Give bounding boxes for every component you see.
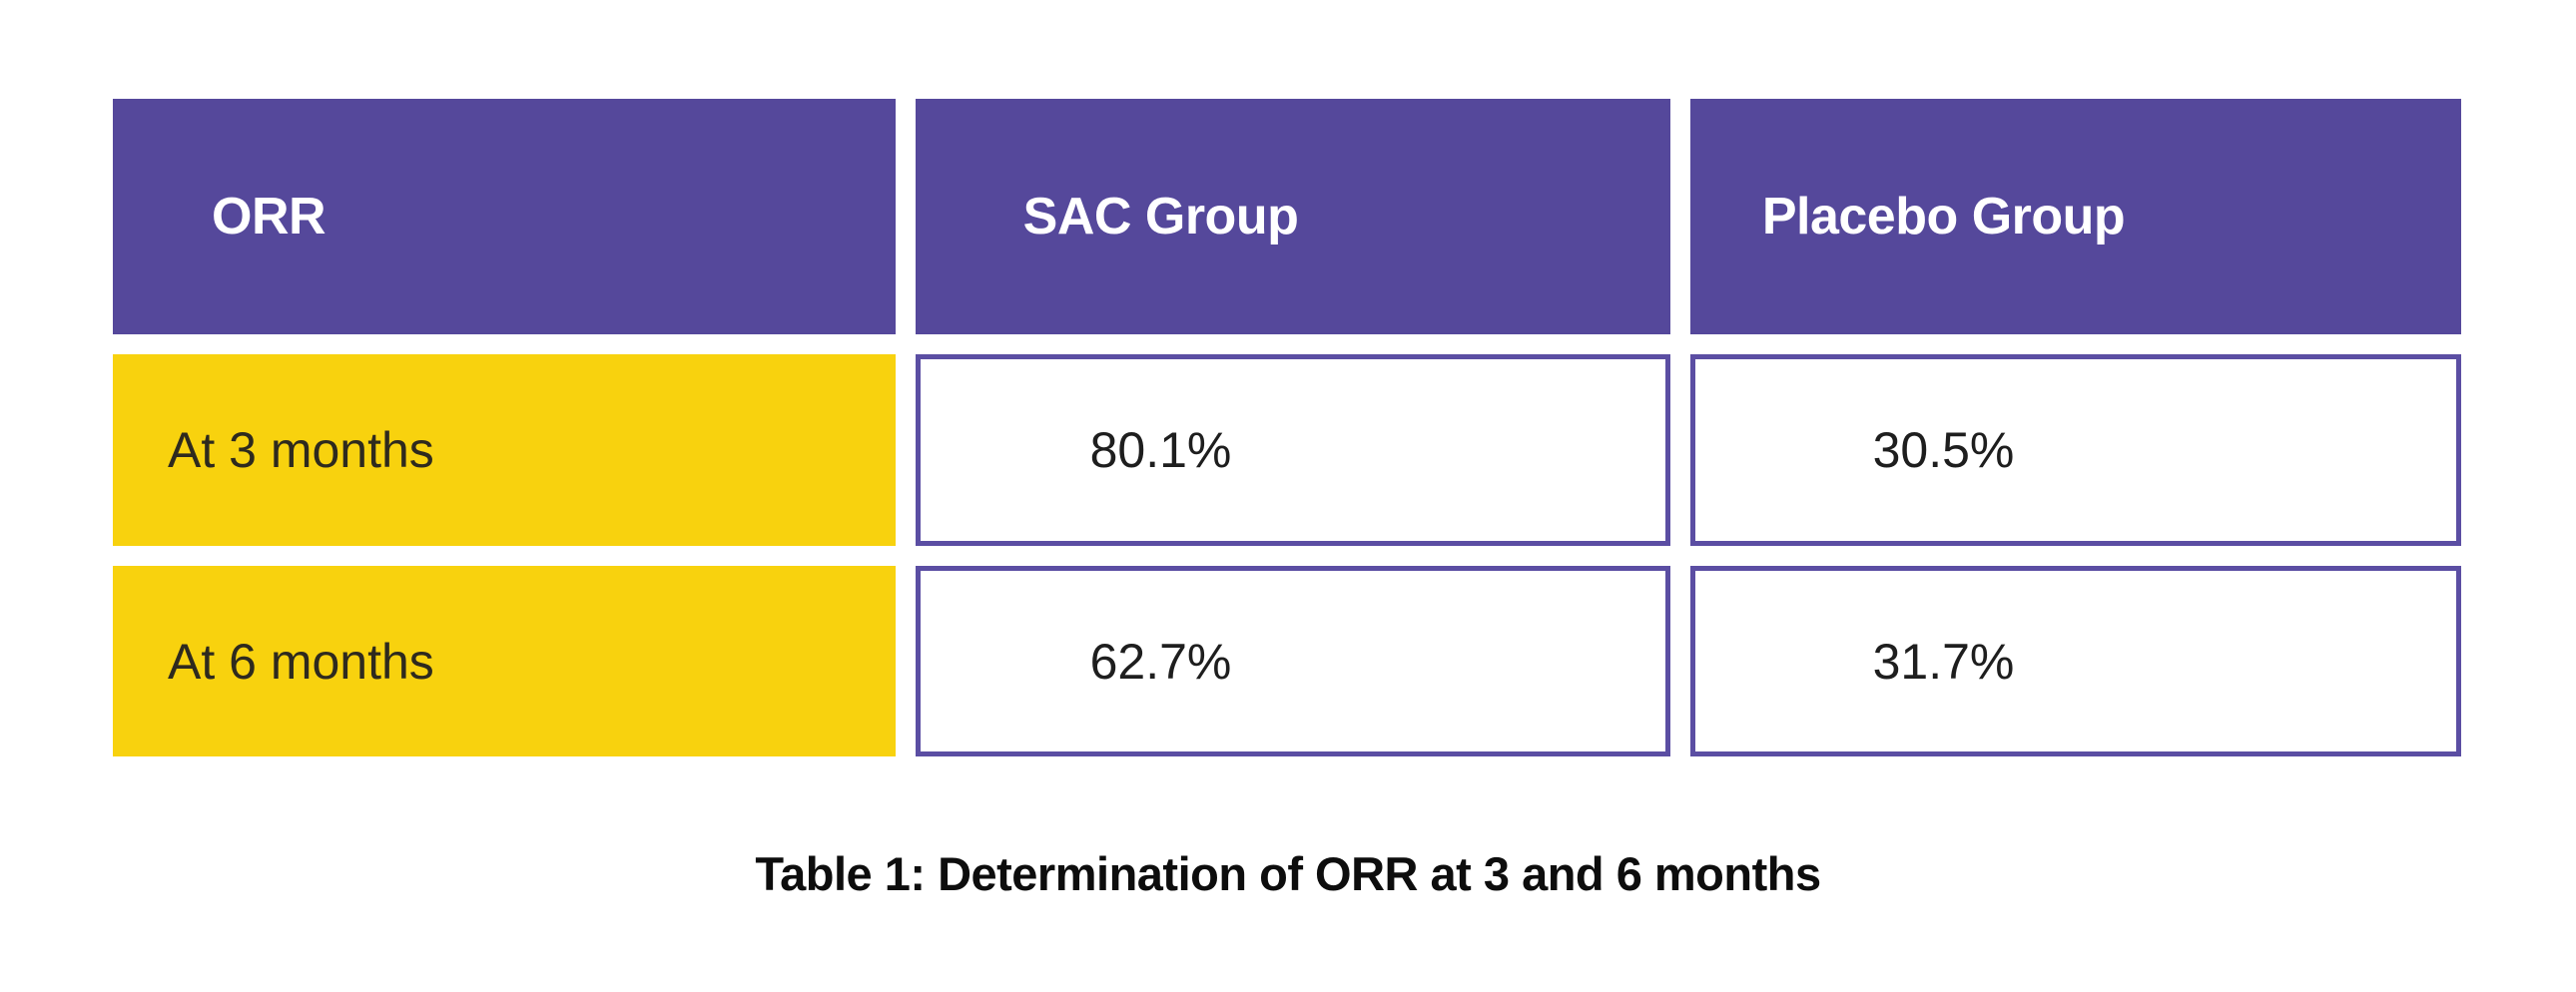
value-sac-at-6-months: 62.7% (916, 566, 1670, 756)
value-placebo-at-3-months: 30.5% (1690, 354, 2461, 546)
header-cell-placebo-group: Placebo Group (1690, 99, 2461, 334)
header-cell-orr: ORR (113, 99, 896, 334)
row-label-at-3-months: At 3 months (113, 354, 896, 546)
row-label-at-6-months: At 6 months (113, 566, 896, 756)
table-caption: Table 1: Determination of ORR at 3 and 6… (755, 847, 1821, 900)
value-sac-at-3-months: 80.1% (916, 354, 1670, 546)
orr-results-table: ORR SAC Group Placebo Group At 3 months … (113, 99, 2461, 756)
header-cell-sac-group: SAC Group (916, 99, 1670, 334)
value-placebo-at-6-months: 31.7% (1690, 566, 2461, 756)
